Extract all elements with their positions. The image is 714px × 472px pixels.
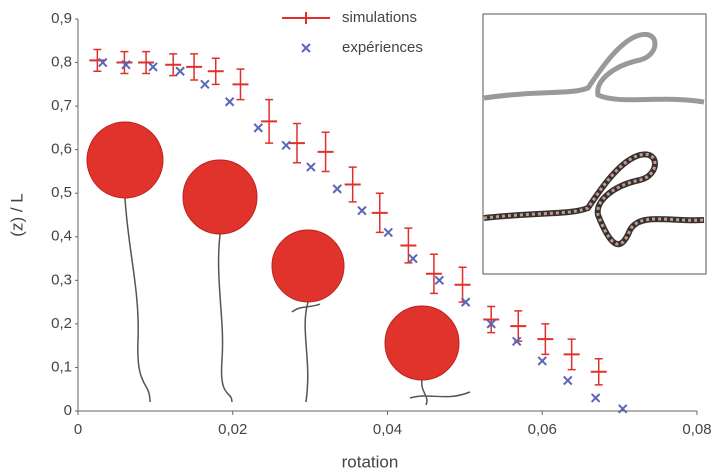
point-marker (512, 336, 522, 347)
point-marker (618, 404, 628, 414)
inset-image (482, 13, 707, 275)
y-tick-label: 0,7 (51, 97, 72, 114)
y-tick-label: 0,9 (51, 10, 72, 27)
point-marker (332, 184, 342, 194)
point-marker (281, 140, 291, 151)
point-marker (224, 97, 235, 107)
point-marker (121, 60, 131, 70)
y-tick-label: 0,6 (51, 141, 72, 158)
point-marker (306, 162, 316, 172)
y-axis-label: (z) / L (7, 193, 26, 236)
point-marker (175, 66, 185, 76)
point-marker (253, 123, 263, 133)
legend-label: simulations (342, 9, 417, 26)
y-tick-label: 0 (64, 402, 72, 419)
point-marker (383, 227, 393, 238)
point-marker (200, 79, 210, 90)
legend-label: expériences (342, 39, 423, 56)
legend-symbol (301, 43, 311, 53)
point-marker (148, 62, 158, 72)
point-marker (460, 297, 471, 307)
y-tick-label: 0,4 (51, 228, 72, 245)
x-tick-label: 0,02 (218, 421, 247, 438)
x-axis-label: rotation (342, 452, 399, 471)
y-tick-label: 0,3 (51, 271, 72, 288)
point-marker (408, 253, 418, 264)
point-marker (357, 205, 367, 216)
x-tick-label: 0,06 (528, 421, 557, 438)
point-marker (563, 375, 573, 386)
balloons-fill (86, 121, 460, 381)
point-marker (486, 319, 496, 329)
x-tick-label: 0,08 (682, 421, 711, 438)
balloons (124, 197, 471, 406)
y-tick-label: 0,2 (51, 315, 72, 332)
point-marker (98, 57, 108, 68)
y-tick-label: 0,8 (51, 54, 72, 71)
x-tick-label: 0 (74, 421, 82, 438)
x-tick-label: 0,04 (373, 421, 402, 438)
y-tick-label: 0,1 (51, 358, 72, 375)
point-marker (590, 393, 601, 403)
y-tick-label: 0,5 (51, 184, 72, 201)
point-marker (537, 356, 547, 366)
point-marker (434, 275, 445, 286)
